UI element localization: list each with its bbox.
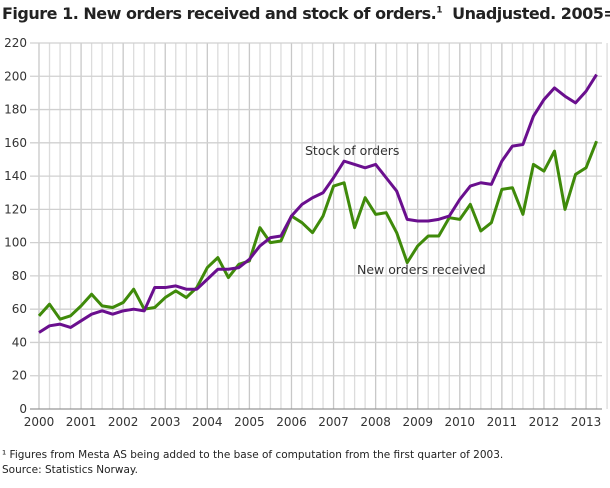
title-suffix: Unadjusted. 2005=100 [452,4,610,23]
x-tick-label: 2002 [108,415,139,429]
series-label-stock-of-orders: Stock of orders [305,143,399,158]
y-tick-label: 140 [4,169,27,183]
x-tick-label: 2001 [66,415,97,429]
title-text: Figure 1. New orders received and stock … [2,4,437,23]
series-line-stock-of-orders [38,73,598,334]
y-tick-label: 120 [4,202,27,216]
x-tick-label: 2011 [487,415,518,429]
y-tick-label: 40 [12,335,27,349]
y-tick-label: 160 [4,136,27,150]
x-tick-label: 2009 [402,415,433,429]
x-tick-label: 2004 [192,415,223,429]
x-tick-label: 2013 [571,415,602,429]
x-tick-label: 2012 [529,415,560,429]
chart-title: Figure 1. New orders received and stock … [2,4,610,23]
x-tick-label: 2006 [276,415,307,429]
y-tick-label: 80 [12,269,27,283]
y-tick-label: 60 [12,302,27,316]
y-tick-label: 180 [4,103,27,117]
title-footnote-marker: 1 [436,5,443,16]
y-tick-label: 200 [4,69,27,83]
x-tick-label: 2008 [360,415,391,429]
x-tick-label: 2007 [318,415,349,429]
x-tick-label: 2010 [445,415,476,429]
x-tick-label: 2000 [24,415,55,429]
y-tick-label: 20 [12,369,27,383]
source: Source: Statistics Norway. [2,464,138,476]
y-tick-label: 220 [4,36,27,50]
x-tick-label: 2005 [234,415,265,429]
footnote: ¹ Figures from Mesta AS being added to t… [2,449,504,461]
x-tick-label: 2003 [150,415,181,429]
series-line-new-orders-received [37,140,598,321]
y-tick-label: 0 [19,402,27,416]
y-tick-label: 100 [4,236,27,250]
series-label-new-orders-received: New orders received [357,262,486,277]
